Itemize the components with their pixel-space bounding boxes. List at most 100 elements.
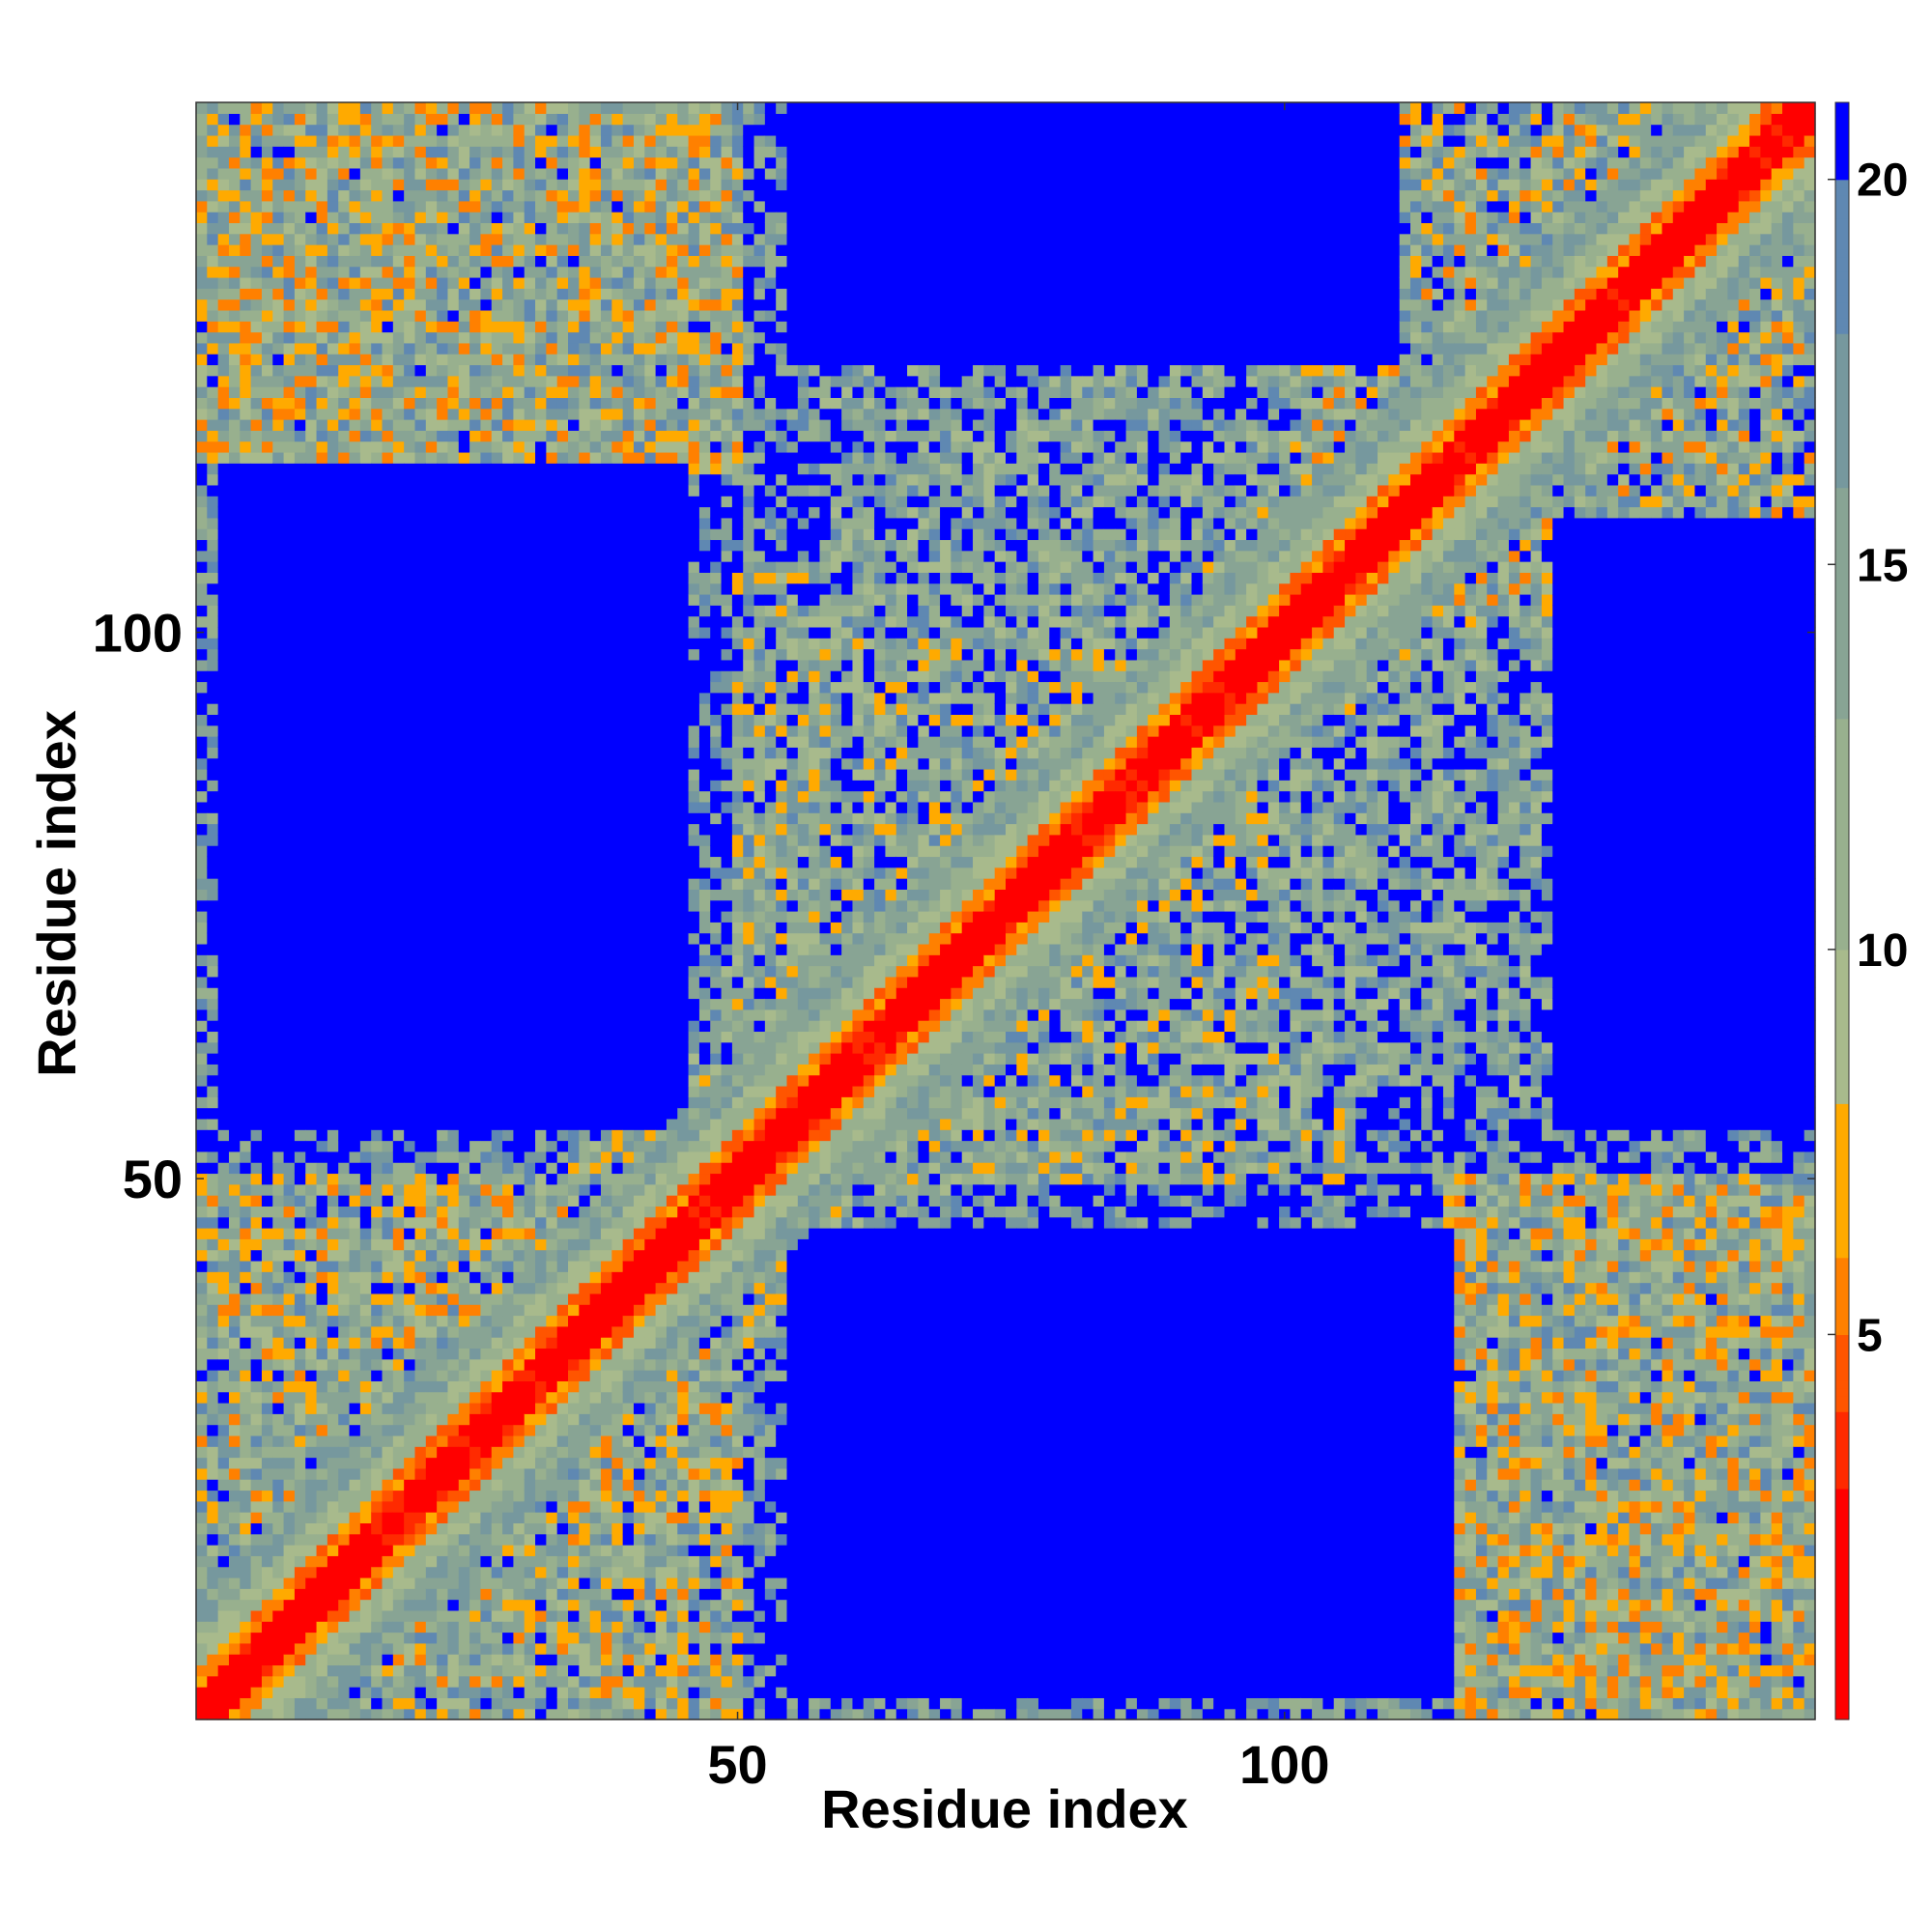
heatmap-cell — [414, 1467, 427, 1480]
heatmap-cell — [425, 1522, 438, 1535]
heatmap-cell — [261, 146, 273, 158]
heatmap-cell — [535, 1041, 547, 1054]
heatmap-cell — [305, 593, 318, 606]
heatmap-cell — [382, 430, 394, 442]
heatmap-cell — [217, 222, 230, 235]
heatmap-cell — [250, 780, 263, 792]
heatmap-cell — [261, 212, 273, 224]
heatmap-cell — [261, 1009, 273, 1021]
heatmap-cell — [261, 463, 273, 475]
heatmap-cell — [250, 1085, 263, 1097]
heatmap-cell — [327, 1140, 339, 1152]
heatmap-cell — [316, 1577, 328, 1589]
heatmap-cell — [349, 582, 361, 595]
heatmap-cell — [414, 321, 427, 333]
heatmap-cell — [272, 408, 285, 420]
heatmap-cell — [382, 572, 394, 584]
heatmap-cell — [294, 1555, 306, 1568]
heatmap-cell — [382, 593, 394, 606]
heatmap-cell — [338, 156, 351, 169]
heatmap-cell — [294, 506, 306, 519]
heatmap-cell — [228, 397, 241, 410]
heatmap-cell — [480, 790, 493, 803]
heatmap-cell — [196, 484, 208, 497]
heatmap-cell — [207, 1216, 219, 1229]
heatmap-cell — [480, 506, 493, 519]
heatmap-cell — [294, 1697, 306, 1710]
heatmap-cell — [404, 146, 416, 158]
heatmap-cell — [316, 1337, 328, 1350]
heatmap-cell — [414, 233, 427, 245]
heatmap-cell — [228, 1402, 241, 1414]
heatmap-cell — [404, 517, 416, 529]
heatmap-cell — [480, 692, 493, 704]
heatmap-cell — [305, 899, 318, 912]
heatmap-cell — [305, 1140, 318, 1152]
heatmap-cell — [250, 1118, 263, 1130]
heatmap-cell — [196, 561, 208, 573]
heatmap-cell — [447, 1195, 460, 1207]
heatmap-cell — [371, 561, 384, 573]
heatmap-cell — [359, 484, 372, 497]
heatmap-cell — [240, 342, 252, 355]
heatmap-cell — [524, 222, 536, 235]
heatmap-cell — [359, 757, 372, 770]
heatmap-cell — [437, 1621, 449, 1634]
heatmap-cell — [546, 506, 558, 519]
heatmap-cell — [305, 1654, 318, 1666]
heatmap-cell — [535, 724, 547, 737]
heatmap-cell — [404, 1041, 416, 1054]
heatmap-cell — [469, 1632, 482, 1644]
heatmap-cell — [250, 1009, 263, 1021]
heatmap-cell — [447, 124, 460, 136]
heatmap-cell — [261, 288, 273, 300]
heatmap-cell — [404, 1500, 416, 1513]
heatmap-cell — [469, 375, 482, 387]
heatmap-cell — [207, 124, 219, 136]
heatmap-cell — [437, 408, 449, 420]
heatmap-cell — [371, 626, 384, 639]
heatmap-cell — [207, 1041, 219, 1054]
heatmap-cell — [437, 1315, 449, 1327]
heatmap-cell — [382, 648, 394, 661]
heatmap-cell — [207, 1424, 219, 1436]
heatmap-cell — [480, 331, 493, 344]
heatmap-cell — [359, 1118, 372, 1130]
heatmap-cell — [228, 834, 241, 846]
heatmap-cell — [546, 1195, 558, 1207]
heatmap-cell — [228, 932, 241, 945]
heatmap-cell — [305, 1435, 318, 1447]
heatmap-cell — [349, 1173, 361, 1185]
heatmap-cell — [196, 1304, 208, 1317]
heatmap-cell — [316, 965, 328, 978]
heatmap-cell — [425, 1533, 438, 1546]
heatmap-cell — [513, 102, 526, 114]
heatmap-cell — [437, 189, 449, 202]
heatmap-cell — [469, 1435, 482, 1447]
heatmap-cell — [425, 998, 438, 1010]
heatmap-cell — [349, 757, 361, 770]
heatmap-cell — [283, 1031, 296, 1043]
heatmap-cell — [196, 331, 208, 344]
heatmap-cell — [294, 899, 306, 912]
heatmap-cell — [480, 102, 493, 114]
heatmap-cell — [513, 386, 526, 398]
heatmap-cell — [382, 1490, 394, 1502]
heatmap-cell — [382, 266, 394, 278]
heatmap-cell — [217, 266, 230, 278]
heatmap-cell — [207, 987, 219, 1000]
heatmap-cell — [447, 1588, 460, 1601]
heatmap-cell — [535, 539, 547, 552]
heatmap-cell — [414, 288, 427, 300]
heatmap-cell — [414, 298, 427, 311]
heatmap-cell — [556, 626, 569, 639]
heatmap-cell — [272, 134, 285, 147]
heatmap-cell — [294, 1260, 306, 1272]
heatmap-cell — [359, 528, 372, 541]
heatmap-cell — [404, 430, 416, 442]
heatmap-cell — [447, 1031, 460, 1043]
heatmap-cell — [327, 146, 339, 158]
heatmap-cell — [392, 342, 405, 355]
heatmap-cell — [305, 615, 318, 628]
heatmap-cell — [404, 124, 416, 136]
